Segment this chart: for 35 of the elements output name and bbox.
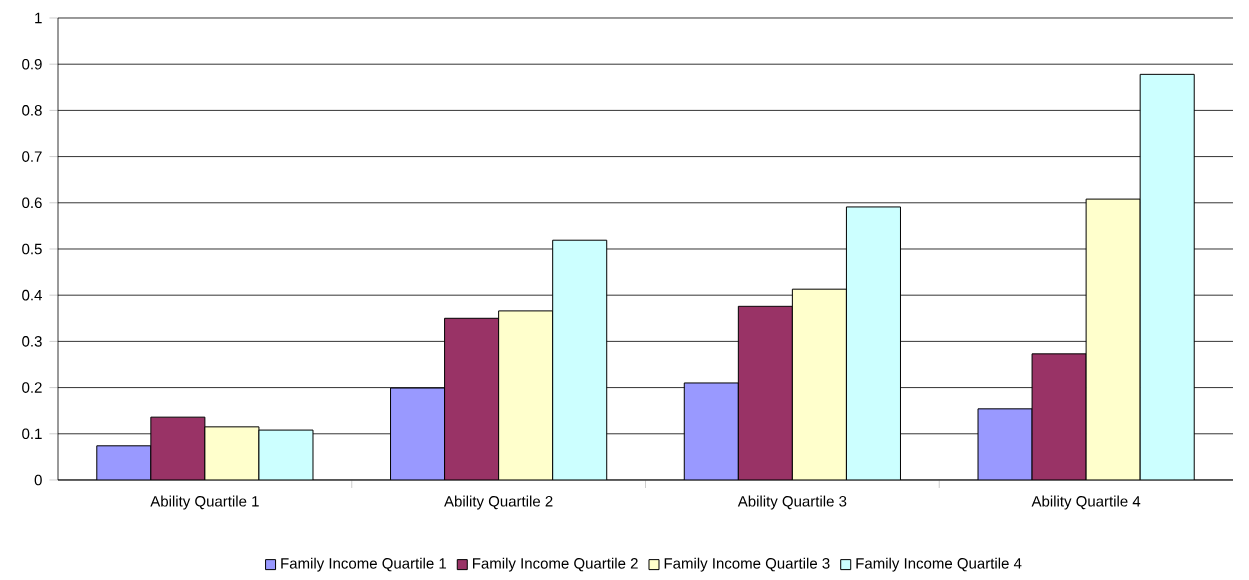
- bar: [737, 305, 793, 481]
- bar: [1085, 198, 1141, 481]
- bar: [204, 426, 260, 481]
- y-tick-label: 0: [34, 474, 42, 486]
- y-tick-label: 0.4: [22, 290, 42, 301]
- x-tick-label: Ability Quartile 2: [444, 495, 553, 510]
- y-tick-label: 0.5: [22, 243, 42, 255]
- bar: [1139, 74, 1195, 481]
- bar: [552, 239, 608, 481]
- legend-label: Family Income Quartile 3: [664, 557, 830, 572]
- legend-label: Family Income Quartile 2: [473, 557, 638, 572]
- bar: [150, 416, 206, 481]
- bar: [977, 408, 1033, 481]
- x-tick-label: Ability Quartile 3: [737, 495, 847, 510]
- bar: [791, 288, 847, 481]
- bar: [390, 387, 446, 481]
- y-tick-label: 0.3: [22, 336, 42, 347]
- y-tick-label: 1: [35, 13, 42, 24]
- bar: [444, 318, 500, 481]
- y-tick-label: 0.7: [22, 151, 42, 163]
- bar: [1031, 353, 1087, 481]
- bar: [845, 206, 901, 481]
- y-tick-label: 0.1: [22, 428, 42, 440]
- bar: [683, 382, 739, 481]
- x-tick-label: Ability Quartile 4: [1031, 495, 1141, 510]
- legend-label: Family Income Quartile 4: [856, 557, 1022, 572]
- x-tick-label: Ability Quartile 1: [150, 495, 259, 510]
- bar: [498, 310, 554, 481]
- bar: [258, 429, 314, 481]
- y-tick-label: 0.9: [22, 59, 42, 70]
- bar: [96, 445, 152, 481]
- y-tick-label: 0.8: [22, 105, 42, 116]
- y-tick-label: 0.2: [22, 382, 42, 394]
- y-tick-label: 0.6: [22, 197, 42, 209]
- legend-label: Family Income Quartile 1: [281, 557, 447, 572]
